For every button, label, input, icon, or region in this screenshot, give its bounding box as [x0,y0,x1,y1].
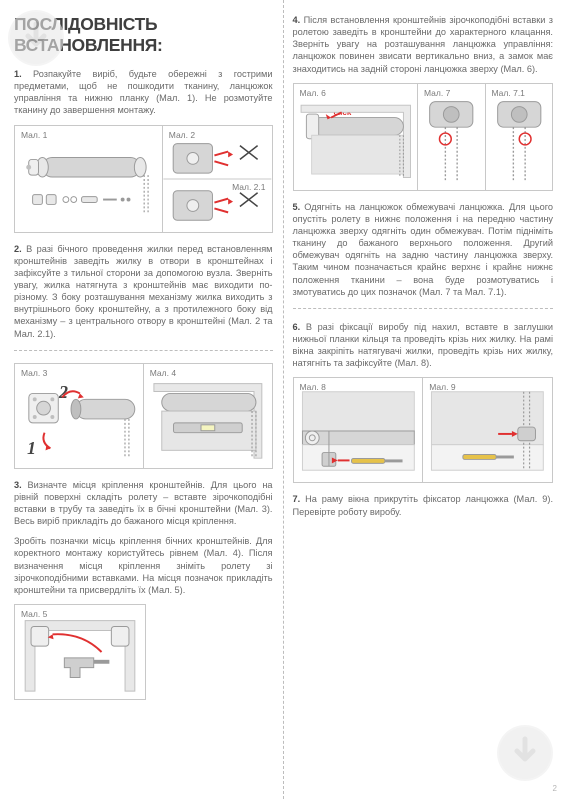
figure-4-panel: Мал. 4 [144,364,272,468]
step-5-number: 5. [293,202,301,212]
figure-6-illustration [294,84,418,190]
figure-9-panel: Мал. 9 [423,378,552,482]
step-2-body: В разі бічного проведення жилки перед вс… [14,244,273,339]
figure-71-illustration [486,84,553,190]
step-5-text: 5. Одягніть на ланцюжок обмежувачі ланцю… [293,201,554,298]
step-3-text-a: 3. Визначте місця кріплення кронштейнів.… [14,479,273,528]
figure-5-illustration [15,605,145,699]
step-1-number: 1. [14,69,22,79]
figure-71-panel: Мал. 7.1 [486,84,553,190]
figure-box-6-7: Мал. 6 click [293,83,554,191]
figure-8-illustration [294,378,423,482]
page-number: 2 [553,784,557,793]
figure-box-8-9: Мал. 8 [293,377,554,483]
step-2-text: 2. В разі бічного проведення жилки перед… [14,243,273,340]
step-3-body-a: Визначте місця кріплення кронштейнів. Дл… [14,480,273,526]
figure-7-illustration [418,84,485,190]
figure-2-illustration [163,126,272,232]
right-column: 4. Після встановлення кронштейнів зірочк… [283,0,565,799]
step-3-text-b: Зробіть позначки місць кріплення бічних … [14,535,273,596]
step-6-number: 6. [293,322,301,332]
figure-box-5: Мал. 5 [14,604,146,700]
figure-box-1-2: Мал. 1 [14,125,273,233]
figure-4-illustration [144,364,272,468]
step-1-body: Розпакуйте виріб, будьте обережні з гост… [14,69,273,115]
step-6-body: В разі фіксації виробу під нахил, вставт… [293,322,554,368]
step-6-text: 6. В разі фіксації виробу під нахил, вст… [293,321,554,370]
step-2-number: 2. [14,244,22,254]
horizontal-dashed-divider-left [14,350,273,351]
figure-1-illustration [15,126,162,232]
step-7-text: 7. На раму вікна прикрутіть фіксатор лан… [293,493,554,517]
figure-9-illustration [423,378,552,482]
step-4-number: 4. [293,15,301,25]
step-4-text: 4. Після встановлення кронштейнів зірочк… [293,14,554,75]
step-4-body: Після встановлення кронштейнів зірочкопо… [293,15,554,74]
watermark-arrow-icon-bottom [497,725,553,781]
figure-2-panel: Мал. 2 Мал. 2.1 [163,126,272,232]
figure-6-panel: Мал. 6 click [294,84,419,190]
figure-3-panel: Мал. 3 2 1 [15,364,144,468]
figure-3-illustration [15,364,143,468]
step-7-body: На раму вікна прикрутіть фіксатор ланцюж… [293,494,554,516]
figure-7-panel: Мал. 7 [418,84,486,190]
step-5-body: Одягніть на ланцюжок обмежувачі ланцюжка… [293,202,554,297]
figure-1-panel: Мал. 1 [15,126,163,232]
figure-8-panel: Мал. 8 [294,378,424,482]
left-column: ПОСЛІДОВНІСТЬ ВСТАНОВЛЕННЯ: 1. Розпакуйт… [0,0,283,799]
figure-box-3-4: Мал. 3 2 1 [14,363,273,469]
watermark-arrow-icon [8,10,64,66]
horizontal-dashed-divider-right [293,308,554,309]
step-7-number: 7. [293,494,301,504]
step-3-number: 3. [14,480,22,490]
step-1-text: 1. Розпакуйте виріб, будьте обережні з г… [14,68,273,117]
